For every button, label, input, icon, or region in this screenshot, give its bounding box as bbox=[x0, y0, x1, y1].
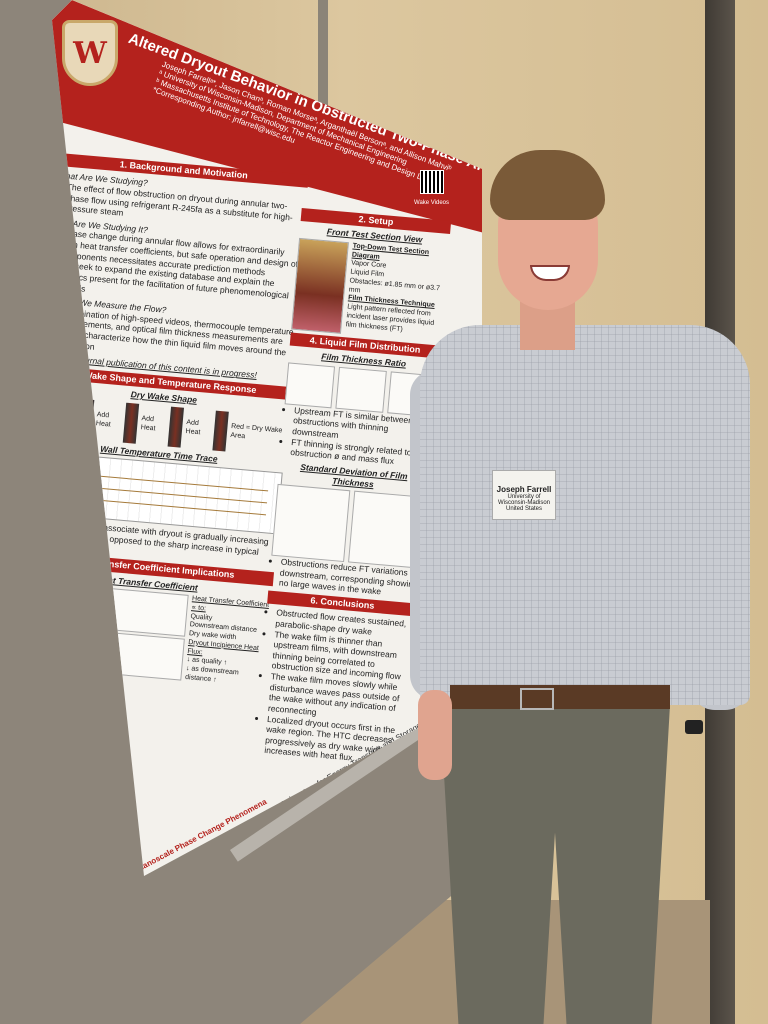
dryout-block: Dryout Incipience Heat Flux: ↓ as quality… bbox=[185, 639, 268, 689]
plaid-shirt bbox=[420, 325, 750, 705]
wake-image bbox=[211, 410, 229, 452]
left-hand bbox=[418, 690, 452, 780]
watch-icon bbox=[685, 720, 703, 734]
std-plot-small bbox=[271, 484, 351, 563]
test-section-photo bbox=[291, 237, 349, 334]
add-heat-label: Add Heat bbox=[140, 415, 156, 433]
pants bbox=[440, 705, 670, 1024]
ratio-plot bbox=[284, 362, 336, 409]
wake-image bbox=[167, 406, 184, 448]
hair bbox=[490, 150, 605, 220]
badge-affiliation: University of Wisconsin-Madison bbox=[497, 494, 551, 506]
qr-code-icon[interactable] bbox=[420, 170, 444, 194]
board-post bbox=[318, 0, 328, 160]
add-heat-label: Add Heat bbox=[185, 419, 201, 437]
belt-buckle bbox=[520, 688, 554, 710]
badge-name: Joseph Farrell bbox=[496, 485, 552, 494]
belt bbox=[450, 685, 670, 709]
wake-image bbox=[122, 402, 139, 444]
name-badge: Joseph Farrell University of Wisconsin-M… bbox=[492, 470, 556, 520]
badge-country: United States bbox=[505, 506, 543, 512]
add-heat-label: Add Heat bbox=[95, 411, 111, 429]
qr-label: Wake Videos bbox=[414, 200, 450, 206]
ratio-plot bbox=[335, 366, 387, 413]
htc-props: Heat Transfer Coefficient ∝ to: Quality Do… bbox=[189, 595, 272, 645]
university-crest-icon: W bbox=[62, 20, 118, 86]
presenter: Joseph Farrell University of Wisconsin-M… bbox=[410, 150, 750, 1024]
